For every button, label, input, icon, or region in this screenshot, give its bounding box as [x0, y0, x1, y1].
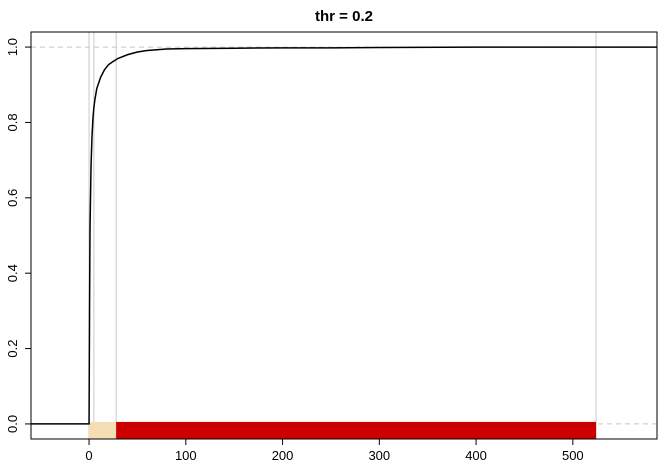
chart-title: thr = 0.2: [315, 8, 373, 25]
reference-vlines: [88, 32, 597, 439]
x-tick-label: 0: [85, 448, 92, 463]
x-tick-label: 100: [175, 448, 197, 463]
x-tick-label: 200: [272, 448, 294, 463]
x-tick-label: 500: [562, 448, 584, 463]
x-tick-label: 300: [368, 448, 390, 463]
y-tick-label: 0.8: [5, 113, 20, 131]
plot-frame: [30, 31, 658, 440]
band: [116, 421, 597, 439]
y-tick-label: 0.6: [5, 189, 20, 207]
y-tick-label: 0.0: [5, 415, 20, 433]
y-tick-label: 1.0: [5, 38, 20, 56]
x-axis: 0 100 200 300 400 500: [85, 439, 584, 463]
reference-hlines: [31, 46, 657, 425]
y-tick-label: 0.2: [5, 340, 20, 358]
band: [89, 421, 117, 439]
x-tick-label: 400: [465, 448, 487, 463]
series: [31, 46, 657, 425]
series-line: [31, 46, 657, 425]
y-tick-label: 0.4: [5, 264, 20, 282]
bands: [89, 421, 597, 439]
y-axis: 0.0 0.2 0.4 0.6 0.8 1.0: [5, 38, 31, 433]
